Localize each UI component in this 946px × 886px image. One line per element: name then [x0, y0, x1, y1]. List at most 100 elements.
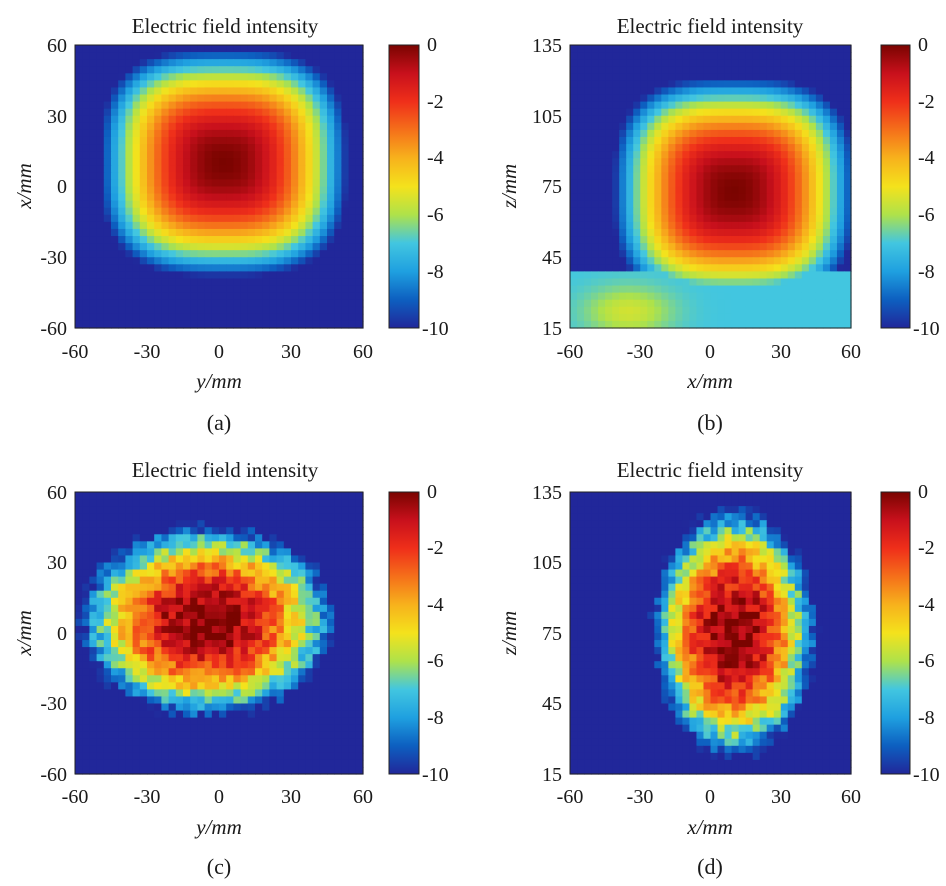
heatmap-cell [829, 499, 838, 507]
heatmap-cell [96, 144, 105, 152]
heatmap-cell [247, 492, 256, 500]
heatmap-cell [269, 618, 278, 627]
heatmap-cell [269, 759, 278, 768]
heatmap-cell [262, 299, 270, 308]
heatmap-cell [147, 101, 155, 110]
heatmap-cell [605, 59, 613, 67]
heatmap-cell [132, 548, 141, 557]
heatmap-cell [661, 66, 669, 74]
heatmap-cell [132, 66, 141, 74]
heatmap-cell [341, 654, 350, 662]
heatmap-cell [125, 250, 134, 258]
heatmap-cell [75, 738, 83, 747]
heatmap-cell [291, 151, 299, 159]
heatmap-cell [584, 264, 592, 272]
heatmap-cell [262, 122, 270, 131]
heatmap-cell [255, 186, 263, 195]
heatmap-cell [161, 179, 170, 188]
heatmap-cell [96, 299, 105, 308]
heatmap-cell [766, 101, 775, 110]
heatmap-cell [233, 555, 242, 564]
heatmap-cell [815, 271, 824, 280]
heatmap-cell [291, 214, 299, 223]
heatmap-cell [211, 647, 220, 655]
heatmap-cell [276, 207, 285, 216]
heatmap-cell [132, 541, 141, 549]
heatmap-cell [766, 179, 775, 188]
heatmap-cell [147, 745, 155, 754]
heatmap-cell [183, 313, 191, 322]
heatmap-cell [161, 158, 170, 166]
heatmap-cell [298, 534, 306, 542]
heatmap-cell [312, 675, 321, 683]
heatmap-cell [334, 73, 342, 81]
heatmap-cell [255, 115, 263, 124]
heatmap-cell [661, 299, 669, 308]
heatmap-cell [219, 576, 227, 585]
heatmap-cell [577, 144, 585, 152]
heatmap-cell [647, 264, 655, 272]
heatmap-cell [276, 73, 285, 81]
heatmap-cell [204, 264, 213, 272]
heatmap-cell [696, 101, 705, 110]
heatmap-cell [843, 214, 852, 223]
heatmap-cell [305, 108, 314, 117]
heatmap-cell [291, 562, 299, 571]
heatmap-cell [598, 228, 606, 237]
heatmap-cell [612, 250, 620, 258]
heatmap-cell [836, 108, 845, 117]
heatmap-cell [204, 108, 213, 117]
heatmap-cell [355, 144, 364, 152]
heatmap-cell [276, 499, 285, 507]
heatmap-cell [570, 129, 578, 138]
heatmap-cell [226, 214, 234, 223]
heatmap-cell [75, 172, 83, 181]
heatmap-cell [327, 87, 335, 96]
heatmap-cell [724, 313, 733, 322]
heatmap-cell [682, 59, 691, 67]
heatmap-cell [147, 73, 155, 81]
heatmap-cell [118, 724, 126, 733]
heatmap-cell [703, 87, 712, 96]
heatmap-cell [190, 278, 198, 287]
heatmap-cell [773, 278, 782, 287]
heatmap-cell [312, 513, 321, 521]
heatmap-cell [233, 625, 242, 634]
heatmap-cell [204, 221, 213, 230]
heatmap-cell [348, 590, 357, 599]
heatmap-cell [147, 179, 155, 188]
heatmap-cell [843, 66, 852, 74]
heatmap-cell [262, 499, 270, 507]
heatmap-cell [168, 654, 177, 662]
heatmap-cell [584, 299, 592, 308]
heatmap-cell [710, 200, 719, 209]
heatmap-cell [226, 101, 234, 110]
heatmap-cell [334, 647, 342, 655]
heatmap-cell [154, 165, 162, 173]
heatmap-cell [780, 73, 789, 81]
heatmap-cell [103, 80, 112, 89]
heatmap-cell [183, 534, 191, 542]
heatmap-cell [111, 661, 119, 669]
heatmap-cell [327, 520, 335, 528]
heatmap-cell [276, 257, 285, 265]
heatmap-cell [204, 555, 213, 564]
heatmap-cell [640, 278, 648, 287]
heatmap-cell [731, 45, 740, 53]
heatmap-cell [75, 576, 83, 585]
heatmap-cell [759, 101, 768, 110]
heatmap-cell [654, 87, 662, 96]
heatmap-cell [219, 80, 227, 89]
heatmap-cell [197, 108, 206, 117]
heatmap-cell [759, 506, 768, 514]
heatmap-cell [183, 193, 191, 202]
heatmap-cell [752, 236, 761, 244]
heatmap-cell [348, 186, 357, 195]
heatmap-cell [197, 548, 206, 557]
heatmap-cell [327, 45, 335, 53]
heatmap-cell [204, 527, 213, 535]
heatmap-cell [766, 292, 775, 301]
heatmap-cell [619, 108, 627, 117]
heatmap-cell [668, 129, 676, 138]
heatmap-cell [262, 647, 270, 655]
